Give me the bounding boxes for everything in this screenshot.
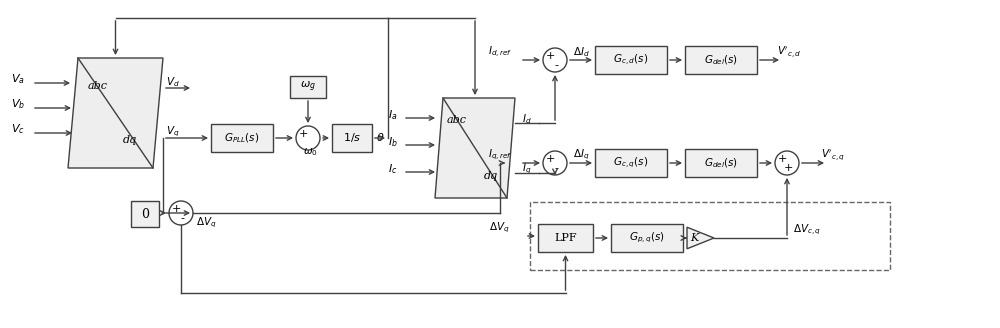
Text: dq: dq bbox=[123, 135, 137, 145]
Text: $V'_{c,d}$: $V'_{c,d}$ bbox=[777, 44, 802, 60]
Text: abc: abc bbox=[447, 115, 467, 125]
Text: dq: dq bbox=[484, 171, 498, 181]
Text: $I_{d,ref}$: $I_{d,ref}$ bbox=[488, 45, 512, 60]
Text: abc: abc bbox=[88, 81, 108, 91]
Text: $G_{PLL}(s)$: $G_{PLL}(s)$ bbox=[224, 131, 260, 145]
Text: $V_d$: $V_d$ bbox=[166, 75, 180, 89]
Text: $V'_{c,q}$: $V'_{c,q}$ bbox=[821, 148, 845, 162]
Text: $I_b$: $I_b$ bbox=[388, 135, 398, 149]
Text: -: - bbox=[180, 213, 184, 223]
Bar bbox=[332, 124, 372, 152]
Text: +: + bbox=[545, 51, 555, 61]
Text: $\Delta V_{c,q}$: $\Delta V_{c,q}$ bbox=[793, 223, 821, 237]
Text: $G_{c,q}(s)$: $G_{c,q}(s)$ bbox=[613, 156, 649, 170]
Text: 0: 0 bbox=[141, 208, 149, 220]
Text: $\Delta I_d$: $\Delta I_d$ bbox=[573, 45, 590, 59]
Text: $V_a$: $V_a$ bbox=[11, 72, 25, 86]
Bar bbox=[611, 224, 683, 252]
Text: $1/s$: $1/s$ bbox=[343, 132, 361, 145]
Circle shape bbox=[775, 151, 799, 175]
Bar bbox=[538, 224, 593, 252]
Polygon shape bbox=[68, 58, 163, 168]
Bar bbox=[685, 46, 757, 74]
Text: $V_c$: $V_c$ bbox=[11, 122, 25, 136]
Bar bbox=[530, 202, 890, 270]
Text: $\theta$: $\theta$ bbox=[376, 131, 384, 143]
Bar bbox=[685, 149, 757, 177]
Text: +: + bbox=[545, 154, 555, 164]
Circle shape bbox=[169, 201, 193, 225]
Text: $V_q$: $V_q$ bbox=[166, 125, 180, 139]
Text: $\Delta I_q$: $\Delta I_q$ bbox=[573, 148, 589, 162]
Circle shape bbox=[543, 48, 567, 72]
Text: +: + bbox=[783, 163, 793, 173]
Text: -: - bbox=[554, 163, 558, 173]
Circle shape bbox=[296, 126, 320, 150]
Text: $V_b$: $V_b$ bbox=[11, 97, 25, 111]
Polygon shape bbox=[687, 227, 714, 249]
Text: $\omega_0$: $\omega_0$ bbox=[303, 146, 317, 158]
Text: $\Delta V_q$: $\Delta V_q$ bbox=[489, 221, 510, 235]
Text: LPF: LPF bbox=[554, 233, 577, 243]
Bar bbox=[595, 149, 667, 177]
Text: +: + bbox=[298, 129, 308, 139]
Text: $\omega_g$: $\omega_g$ bbox=[300, 80, 316, 94]
Bar bbox=[595, 46, 667, 74]
Bar bbox=[131, 201, 159, 227]
Text: $I_q$: $I_q$ bbox=[522, 162, 532, 176]
Text: $\Delta V_q$: $\Delta V_q$ bbox=[196, 216, 217, 230]
Text: $I_c$: $I_c$ bbox=[388, 162, 398, 176]
Text: $I_a$: $I_a$ bbox=[388, 108, 398, 122]
Text: $G_{del}(s)$: $G_{del}(s)$ bbox=[704, 156, 738, 170]
Text: $G_{p,q}(s)$: $G_{p,q}(s)$ bbox=[629, 231, 665, 245]
Text: -: - bbox=[554, 60, 558, 70]
Text: $I_{q,ref}$: $I_{q,ref}$ bbox=[488, 148, 512, 162]
Text: +: + bbox=[777, 154, 787, 164]
Text: $I_d$: $I_d$ bbox=[522, 112, 532, 126]
Polygon shape bbox=[435, 98, 515, 198]
Text: $G_{del}(s)$: $G_{del}(s)$ bbox=[704, 53, 738, 67]
Circle shape bbox=[543, 151, 567, 175]
Bar bbox=[211, 124, 273, 152]
Bar bbox=[290, 76, 326, 98]
Text: $G_{c,d}(s)$: $G_{c,d}(s)$ bbox=[613, 52, 649, 68]
Text: +: + bbox=[171, 204, 181, 214]
Text: K: K bbox=[690, 233, 698, 243]
